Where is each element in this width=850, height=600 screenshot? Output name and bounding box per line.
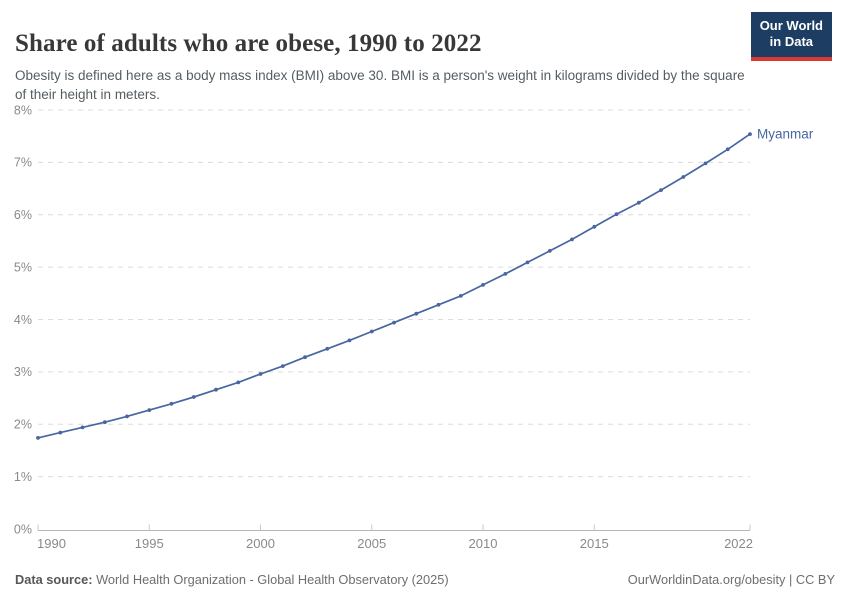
x-axis-tick-label: 2010 — [469, 536, 498, 551]
series-line-myanmar[interactable] — [37, 133, 751, 439]
data-source-label: Data source: — [15, 572, 93, 587]
y-axis-tick-label: 5% — [14, 260, 32, 274]
data-point[interactable] — [614, 212, 619, 217]
data-point[interactable] — [436, 302, 441, 307]
owid-logo[interactable]: Our World in Data — [750, 12, 832, 61]
data-point[interactable] — [125, 414, 129, 419]
y-axis-tick-label: 6% — [14, 208, 32, 222]
x-axis-tick-label: 1995 — [135, 536, 164, 551]
data-point[interactable] — [80, 425, 85, 430]
x-axis-tick-label: 1990 — [37, 536, 66, 551]
data-source-text: World Health Organization - Global Healt… — [92, 572, 449, 587]
y-axis-tick-label: 2% — [14, 418, 32, 432]
data-point[interactable] — [458, 294, 463, 298]
credit-link[interactable]: OurWorldinData.org/obesity | CC BY — [627, 572, 835, 587]
data-point[interactable] — [636, 200, 641, 205]
data-point[interactable] — [659, 188, 663, 193]
owid-logo-line2: in Data — [769, 34, 814, 50]
y-axis-tick-label: 0% — [14, 522, 32, 536]
data-point[interactable] — [102, 420, 107, 425]
data-point[interactable] — [703, 161, 708, 166]
chart-title: Share of adults who are obese, 1990 to 2… — [15, 29, 482, 57]
data-point[interactable] — [214, 387, 218, 392]
data-point[interactable] — [169, 401, 174, 406]
data-point[interactable] — [414, 311, 419, 316]
data-point[interactable] — [570, 237, 574, 242]
series-end-label[interactable]: Myanmar — [757, 127, 814, 142]
data-point[interactable] — [369, 329, 374, 334]
data-point[interactable] — [58, 430, 63, 435]
y-axis-tick-label: 4% — [14, 313, 32, 327]
data-point[interactable] — [592, 224, 597, 229]
owid-logo-line1: Our World — [759, 18, 823, 33]
x-axis-tick-label: 2005 — [357, 536, 386, 551]
data-point[interactable] — [748, 132, 752, 137]
data-point[interactable] — [236, 380, 241, 385]
data-point[interactable] — [481, 283, 485, 287]
y-axis-tick-label: 7% — [14, 156, 32, 170]
data-point[interactable] — [347, 338, 352, 343]
data-point[interactable] — [303, 355, 307, 360]
data-point[interactable] — [725, 147, 730, 152]
data-point[interactable] — [191, 395, 196, 399]
data-point[interactable] — [36, 436, 40, 440]
data-point[interactable] — [258, 372, 263, 376]
data-point[interactable] — [681, 175, 686, 179]
data-point[interactable] — [325, 346, 330, 351]
data-source: Data source: World Health Organization -… — [15, 572, 449, 587]
data-point[interactable] — [547, 249, 552, 253]
data-point[interactable] — [503, 272, 508, 276]
data-point[interactable] — [392, 320, 396, 325]
x-axis-tick-label: 2022 — [724, 536, 753, 551]
x-axis-tick-label: 2015 — [580, 536, 609, 551]
chart-subtitle: Obesity is defined here as a body mass i… — [15, 67, 745, 103]
data-point[interactable] — [280, 364, 285, 368]
data-point[interactable] — [525, 260, 530, 265]
y-axis-tick-label: 1% — [14, 470, 32, 484]
x-axis-tick-label: 2000 — [246, 536, 275, 551]
y-axis-tick-label: 8% — [14, 103, 32, 117]
y-axis-tick-label: 3% — [14, 365, 32, 379]
chart-footer: Data source: World Health Organization -… — [15, 572, 835, 587]
data-point[interactable] — [147, 408, 152, 412]
